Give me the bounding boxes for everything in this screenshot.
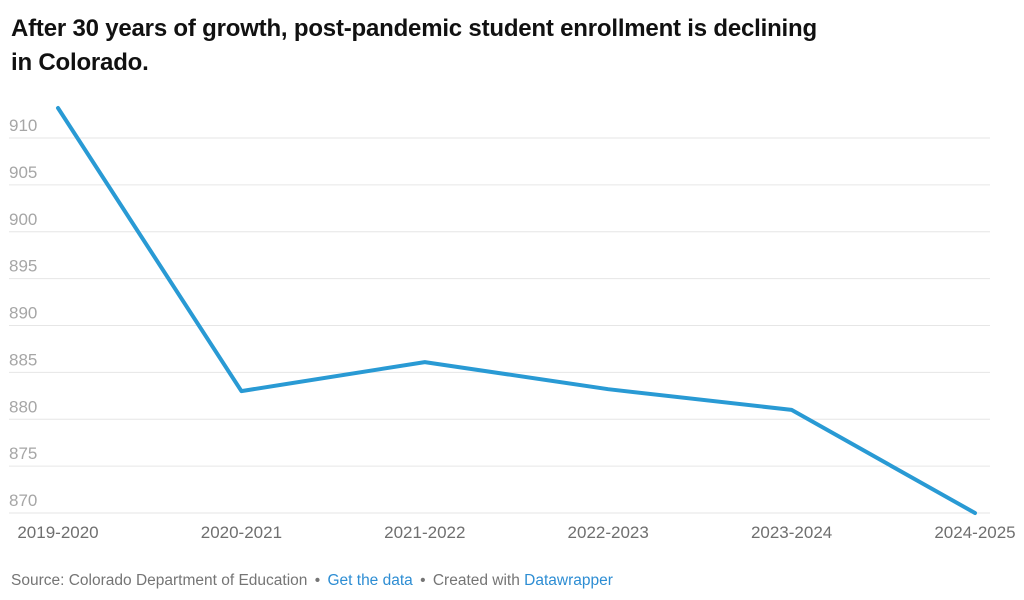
y-axis-tick-label: 900: [9, 210, 37, 229]
y-axis-tick-label: 870: [9, 491, 37, 510]
chart-title-line-2: in Colorado.: [11, 49, 149, 76]
x-axis-tick-label: 2021-2022: [384, 523, 465, 542]
y-axis-tick-label: 905: [9, 163, 37, 182]
chart-title: After 30 years of growth, post-pandemic …: [11, 12, 1017, 80]
chart-title-line-1: After 30 years of growth, post-pandemic …: [11, 15, 817, 42]
x-axis-tick-label: 2024-2025: [934, 523, 1015, 542]
created-with-text: Created with: [432, 572, 520, 589]
source-text: Colorado Department of Education: [68, 572, 308, 589]
y-axis-tick-label: 910: [9, 116, 37, 135]
footer-separator: •: [314, 572, 321, 589]
datawrapper-link[interactable]: Datawrapper: [524, 572, 613, 589]
y-axis-tick-label: 885: [9, 350, 37, 369]
y-axis-tick-label: 875: [9, 444, 37, 463]
x-axis-tick-label: 2023-2024: [751, 523, 832, 542]
source-label: Source:: [11, 572, 65, 589]
y-axis-tick-label: 895: [9, 257, 37, 276]
x-axis-tick-label: 2022-2023: [568, 523, 649, 542]
y-axis-tick-label: 890: [9, 304, 37, 323]
y-axis-tick-label: 880: [9, 397, 37, 416]
enrollment-line[interactable]: [56, 106, 977, 515]
footer-separator: •: [420, 572, 426, 589]
get-the-data-link[interactable]: Get the data: [327, 572, 413, 589]
x-axis-tick-label: 2019-2020: [17, 523, 98, 542]
x-axis-tick-label: 2020-2021: [201, 523, 282, 542]
chart-footer: Source: Colorado Department of Education…: [11, 571, 1011, 591]
